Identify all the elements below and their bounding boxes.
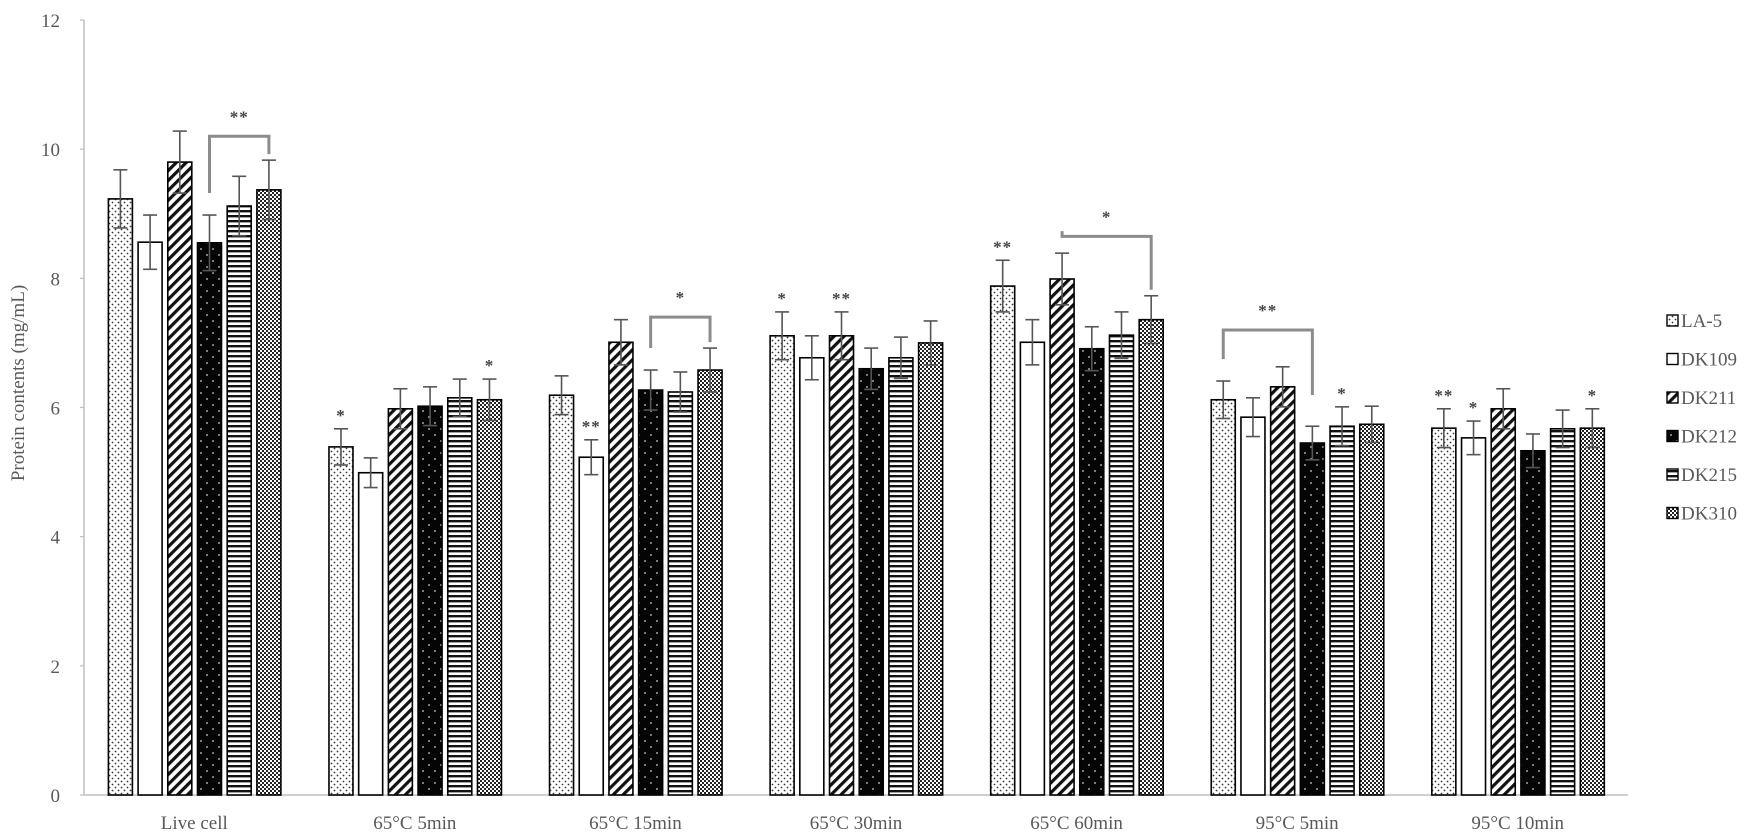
legend-swatch-dk215 <box>1666 468 1679 481</box>
y-tick-label: 2 <box>51 657 61 678</box>
bar-dk109-4 <box>1019 341 1046 796</box>
significance-bracket <box>1221 328 1314 395</box>
significance-marker: * <box>777 289 787 308</box>
bar-dk211-0 <box>167 161 193 796</box>
bar-dk211-4 <box>1049 278 1075 796</box>
bar-dk310-5 <box>1358 423 1385 796</box>
significance-bracket <box>1060 231 1153 290</box>
bars-layer <box>107 161 1606 796</box>
bar-dk215-2 <box>667 391 694 796</box>
legend-label: LA-5 <box>1681 311 1722 332</box>
bar-dk211-6 <box>1490 407 1517 796</box>
x-category-label: 65°C 5min <box>373 813 457 834</box>
y-tick-label: 12 <box>41 11 60 32</box>
bar-dk212-5 <box>1299 442 1326 796</box>
y-tick-label: 0 <box>51 786 61 807</box>
significance-marker: ** <box>993 237 1012 256</box>
y-tick-label: 4 <box>51 528 61 549</box>
bar-la-5-0 <box>107 198 134 796</box>
bar-dk109-0 <box>137 241 163 796</box>
bar-dk211-5 <box>1269 386 1296 796</box>
bar-dk212-4 <box>1078 347 1105 796</box>
bar-dk109-5 <box>1240 416 1266 796</box>
x-category-label: 65°C 60min <box>1030 813 1123 834</box>
bar-dk310-0 <box>256 189 282 796</box>
significance-layer: ******* * ******** **** <box>208 107 1598 436</box>
legend-swatch-dk310 <box>1666 506 1679 520</box>
bar-la-5-6 <box>1431 427 1457 796</box>
bar-dk109-1 <box>357 471 384 796</box>
bar-dk215-4 <box>1108 334 1135 796</box>
significance-marker: * <box>1588 386 1598 405</box>
bar-dk310-3 <box>917 342 944 796</box>
legend-label: DK212 <box>1681 427 1737 448</box>
x-category-label: Live cell <box>161 813 228 834</box>
bar-la-5-5 <box>1210 398 1237 796</box>
significance-marker: * <box>676 288 686 307</box>
significance-bracket <box>649 315 712 349</box>
legend-swatch-la-5 <box>1666 314 1679 327</box>
bar-dk215-1 <box>446 397 473 796</box>
x-category-label: 95°C 5min <box>1256 813 1340 834</box>
significance-marker: ** <box>1434 386 1453 405</box>
y-tick-label: 8 <box>51 269 61 290</box>
significance-marker: ** <box>230 107 249 126</box>
bar-dk215-5 <box>1329 425 1355 796</box>
x-category-label: 65°C 30min <box>810 813 903 834</box>
legend-swatch-dk109 <box>1666 352 1679 366</box>
legend-label: DK310 <box>1681 504 1737 525</box>
bar-dk211-1 <box>387 407 414 796</box>
significance-marker: ** <box>582 417 601 436</box>
bar-dk310-6 <box>1579 427 1606 796</box>
y-ticks: 0 2 4 6 8 10 12 <box>41 11 84 807</box>
bar-dk212-0 <box>196 242 223 796</box>
bar-dk215-3 <box>888 356 914 796</box>
bar-dk310-4 <box>1138 318 1164 796</box>
y-tick-label: 6 <box>51 399 61 420</box>
legend-label: DK215 <box>1681 465 1737 486</box>
significance-marker: * <box>1469 398 1479 417</box>
y-axis-title: Protein contents (mg/mL) <box>8 285 29 481</box>
bar-dk212-2 <box>637 389 664 796</box>
bar-la-5-4 <box>989 285 1016 796</box>
bar-dk215-0 <box>226 205 252 796</box>
y-tick-label: 10 <box>41 140 60 161</box>
bar-dk212-6 <box>1520 449 1546 796</box>
bar-dk109-2 <box>578 456 605 796</box>
significance-marker: * <box>1337 384 1347 403</box>
legend-label: DK109 <box>1681 350 1737 371</box>
significance-marker: ** <box>832 289 851 308</box>
bar-dk215-6 <box>1549 428 1576 796</box>
error-bars-layer <box>113 130 1600 489</box>
significance-bracket <box>208 134 271 194</box>
significance-marker: * <box>1102 207 1112 226</box>
bar-dk310-2 <box>697 369 723 796</box>
legend-swatch-dk212 <box>1666 429 1679 443</box>
bar-dk109-3 <box>799 356 825 796</box>
bar-dk211-2 <box>608 341 634 796</box>
significance-marker: * <box>336 406 346 425</box>
bar-la-5-3 <box>769 335 795 796</box>
bar-la-5-1 <box>328 446 354 796</box>
bar-dk211-3 <box>828 335 855 796</box>
bar-dk212-1 <box>417 405 443 796</box>
category-labels: Live cell 65°C 5min 65°C 15min 65°C 30min 65… <box>161 813 1565 834</box>
bar-dk109-6 <box>1460 437 1487 796</box>
x-category-label: 95°C 10min <box>1471 813 1564 834</box>
x-category-label: 65°C 15min <box>589 813 682 834</box>
significance-marker: ** <box>1258 301 1277 320</box>
bar-la-5-2 <box>548 394 575 796</box>
bar-dk212-3 <box>858 367 885 796</box>
bar-dk310-1 <box>476 398 503 796</box>
significance-marker: * <box>485 356 495 375</box>
legend: LA-5 DK109 DK211 DK212 DK215 DK310 <box>1666 311 1737 525</box>
legend-swatch-dk211 <box>1666 391 1679 404</box>
legend-label: DK211 <box>1681 388 1736 409</box>
